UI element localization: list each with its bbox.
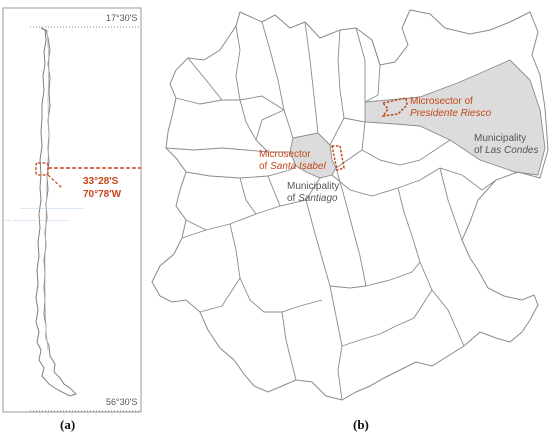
las-condes-name: Las Condes	[485, 145, 538, 156]
metropolitan-outer-boundary	[151, 9, 549, 401]
santiago-prefix: of	[287, 193, 298, 204]
panel-a-label: (a)	[60, 417, 75, 432]
las-condes-label-line2: of Las Condes	[474, 145, 539, 156]
santa-isabel-microsector	[331, 145, 345, 171]
panel-a-frame	[2, 7, 142, 413]
panel-a: 17°30'S 56°30'S 33°28'S 70°78'W — ——— ——…	[2, 7, 142, 432]
commune-boundaries	[165, 21, 497, 401]
chile-outline	[35, 27, 77, 397]
presidente-riesco-label-line1: Microsector of	[410, 96, 473, 107]
santa-isabel-prefix: of	[259, 161, 270, 172]
coord-longitude: 70°78'W	[83, 189, 122, 200]
bottom-latitude-label: 56°30'S	[106, 397, 137, 407]
location-leader-bottom	[47, 174, 63, 189]
panel-b-label: (b)	[353, 417, 369, 432]
watermark-line-1: — ——— ——————	[20, 206, 83, 212]
coord-latitude: 33°28'S	[83, 176, 119, 187]
presidente-riesco-label-line2: Presidente Riesco	[410, 108, 492, 119]
las-condes-municipality	[364, 59, 546, 176]
santa-isabel-label-line2: of Santa Isabel	[259, 161, 326, 172]
santa-isabel-name: Santa Isabel	[270, 161, 326, 172]
las-condes-prefix: of	[474, 145, 485, 156]
andes-border-line	[44, 29, 50, 351]
watermark-line-2: — ———— —————	[5, 218, 68, 224]
las-condes-label-line1: Municipality	[474, 133, 526, 144]
santiago-location-marker	[35, 162, 49, 176]
santiago-label-line2: of Santiago	[287, 193, 338, 204]
santiago-label-line1: Municipality	[287, 181, 339, 192]
top-latitude-label: 17°30'S	[106, 13, 137, 23]
panel-b: Microsector of Presidente Riesco Microse…	[151, 9, 549, 432]
santa-isabel-label-line1: Microsector	[259, 149, 311, 160]
santiago-name: Santiago	[298, 193, 338, 204]
